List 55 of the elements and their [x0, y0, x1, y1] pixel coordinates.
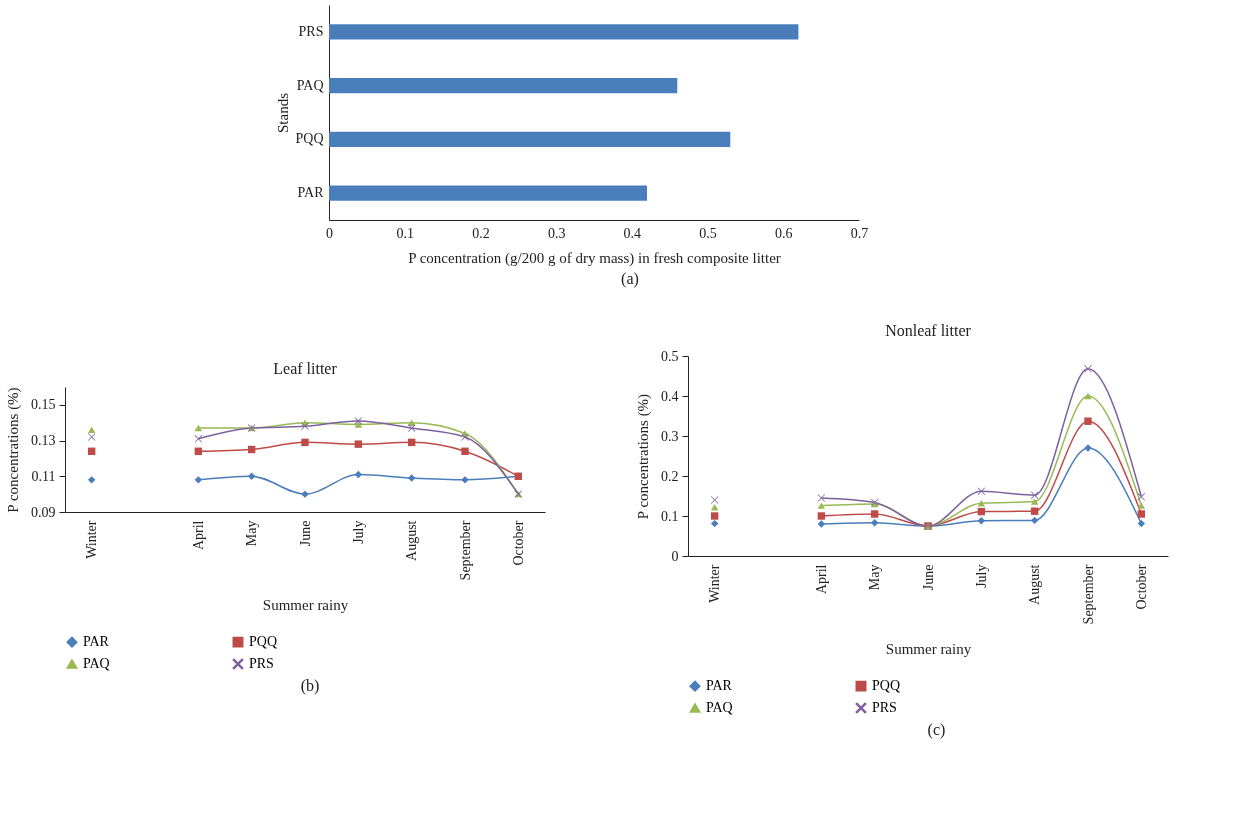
y-tick-label: 0.2: [661, 468, 679, 484]
y-tick-label: PRS: [298, 23, 324, 39]
x-tick-label: April: [813, 564, 829, 595]
y-tick-label: 0.1: [661, 508, 679, 524]
x-tick-label: Winter: [707, 564, 723, 603]
x-tick-label: 0.7: [850, 225, 869, 241]
x-axis-title: Summer rainy: [262, 597, 349, 614]
x-tick-label: September: [457, 520, 473, 581]
text: (a): [620, 270, 640, 288]
x-axis-title: P concentration (g/200 g of dry mass) in fresh composite litter: [408, 249, 781, 267]
x-tick-label: June: [920, 564, 936, 591]
x-tick-label: 0.2: [472, 225, 490, 241]
legend-label: PAR: [706, 678, 733, 694]
x-axis-title: Summer rainy: [885, 641, 972, 658]
y-axis-title: Stands: [275, 92, 292, 134]
legend-label: PQQ: [249, 634, 278, 650]
x-tick-label: April: [190, 520, 206, 551]
text: (b): [299, 677, 321, 695]
y-tick-label: PAR: [297, 185, 325, 201]
legend-label: PAR: [83, 634, 110, 650]
legend-label: PRS: [249, 656, 274, 671]
legend-label: PRS: [872, 700, 897, 715]
y-tick-label: 0.13: [31, 433, 56, 449]
y-tick-label: 0.09: [31, 504, 56, 520]
x-tick-label: September: [1080, 564, 1096, 625]
y-tick-label: PAQ: [296, 77, 324, 93]
x-tick-label: Winter: [84, 520, 100, 559]
x-tick-label: October: [1133, 564, 1149, 610]
x-tick-label: August: [1027, 564, 1043, 605]
y-tick-label: 0.3: [661, 428, 679, 444]
x-tick-label: August: [404, 520, 420, 561]
x-tick-label: 0.6: [775, 225, 793, 241]
y-tick-label: 0.4: [661, 388, 679, 404]
y-axis-title: P concentrations (%): [5, 387, 22, 513]
y-tick-label: PQQ: [295, 131, 324, 147]
x-tick-label: 0.1: [396, 225, 414, 241]
x-tick-label: May: [867, 564, 883, 591]
y-tick-label: 0.11: [31, 468, 56, 484]
legend-label: PAQ: [706, 700, 733, 715]
x-tick-label: May: [244, 520, 260, 547]
y-axis-title: P concentrations (%): [635, 393, 652, 520]
y-tick-label: 0.5: [661, 348, 679, 364]
legend-label: PQQ: [872, 678, 901, 694]
x-tick-label: July: [350, 520, 366, 544]
text: (c): [926, 721, 947, 739]
chart-title: Leaf litter: [273, 359, 338, 377]
x-tick-label: June: [297, 520, 313, 547]
x-tick-label: July: [973, 564, 989, 588]
x-tick-label: 0.4: [623, 225, 642, 241]
chart-title: Nonleaf litter: [885, 322, 972, 339]
x-tick-label: 0.5: [699, 225, 717, 241]
x-tick-label: October: [510, 520, 526, 566]
y-tick-label: 0.15: [31, 397, 56, 413]
legend-label: PAQ: [83, 656, 110, 671]
x-tick-label: 0.3: [547, 225, 566, 241]
